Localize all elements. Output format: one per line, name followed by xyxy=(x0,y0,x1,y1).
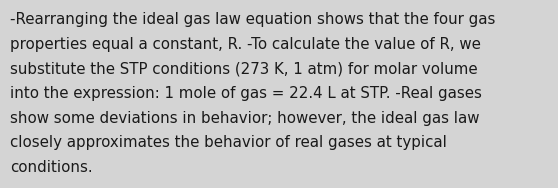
Text: closely approximates the behavior of real gases at typical: closely approximates the behavior of rea… xyxy=(10,135,447,150)
Text: substitute the STP conditions (273 K, 1 atm) for molar volume: substitute the STP conditions (273 K, 1 … xyxy=(10,61,478,77)
Text: show some deviations in behavior; however, the ideal gas law: show some deviations in behavior; howeve… xyxy=(10,111,479,126)
Text: into the expression: 1 mole of gas = 22.4 L at STP. -Real gases: into the expression: 1 mole of gas = 22.… xyxy=(10,86,482,101)
Text: conditions.: conditions. xyxy=(10,160,93,175)
Text: properties equal a constant, R. -To calculate the value of R, we: properties equal a constant, R. -To calc… xyxy=(10,37,481,52)
Text: -Rearranging the ideal gas law equation shows that the four gas: -Rearranging the ideal gas law equation … xyxy=(10,12,496,27)
